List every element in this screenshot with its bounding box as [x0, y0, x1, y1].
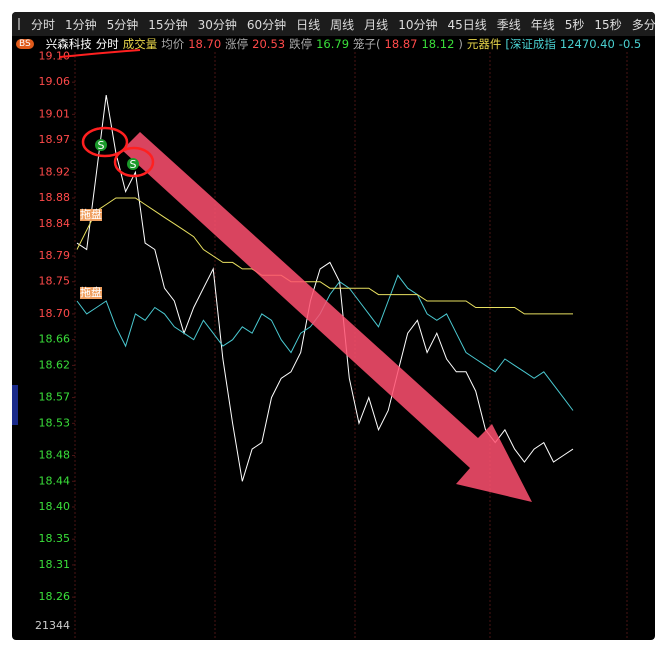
toolbar: 分时 1分钟 5分钟 15分钟 30分钟 60分钟 日线 周线 月线 10分钟 45日线 季线 年线 5秒… — [12, 12, 655, 36]
y-tick-label: 18.26 — [39, 590, 71, 603]
tab[interactable]: 5秒 — [564, 17, 585, 32]
tab[interactable]: 周线 — [330, 17, 355, 32]
panel-toggle[interactable] — [18, 18, 20, 30]
y-tick-label: 18.84 — [39, 217, 71, 230]
tab[interactable]: 5分钟 — [106, 17, 139, 32]
tab[interactable]: 日线 — [296, 17, 321, 32]
price-line — [76, 274, 574, 411]
info-item: 成交量 — [122, 37, 158, 51]
y-tick-label: 18.92 — [39, 165, 71, 178]
y-tick-label: 18.75 — [39, 275, 71, 288]
tab[interactable]: 15分钟 — [148, 17, 188, 32]
bs-badge[interactable]: BS — [16, 39, 34, 49]
sell-marker — [95, 139, 107, 151]
tag-label: 拖盘 — [80, 285, 102, 299]
tab[interactable]: 30分钟 — [197, 17, 237, 32]
y-tick-label: 18.40 — [39, 500, 71, 513]
y-tick-label: 18.97 — [39, 133, 71, 146]
info-item: -0.5 — [618, 37, 642, 51]
info-item: 分时 — [95, 37, 119, 51]
tag-label: 拖盘 — [80, 207, 102, 221]
y-tick-label: 18.35 — [39, 532, 71, 545]
y-tick-label: 18.66 — [39, 333, 71, 346]
info-item: 18.70 — [188, 37, 222, 51]
y-tick-label: 18.79 — [39, 249, 71, 262]
sell-marker-label: S — [130, 158, 137, 171]
tab[interactable]: 10分钟 — [398, 17, 438, 32]
y-tick-label: 18.88 — [39, 191, 71, 204]
y-tick-label: 18.53 — [39, 416, 71, 429]
volume-tick-label: 21344 — [35, 619, 70, 632]
sell-marker — [127, 158, 139, 170]
y-tick-label: 18.70 — [39, 307, 71, 320]
info-item: 笼子( — [353, 37, 381, 51]
tab[interactable]: 60分钟 — [246, 17, 287, 32]
tab[interactable]: 多分时 — [631, 17, 655, 32]
y-tick-label: 18.48 — [39, 449, 71, 462]
info-item: 兴森科技 — [45, 37, 92, 51]
red-circle — [81, 126, 129, 158]
info-item: 16.79 — [316, 37, 350, 51]
app-window: 分时 1分钟 5分钟 15分钟 30分钟 60分钟 日线 周线 月线 10分钟 45日线 季线 年线 5秒… — [12, 12, 655, 640]
info-bar: BS 兴森科技 分时 成交量 均价 18.70 涨停 20.53 跌停 16.79 笼子(18.8… — [12, 36, 655, 52]
red-arrow — [122, 132, 532, 502]
side-marker — [12, 385, 18, 425]
info-item: [深证成指 — [505, 37, 556, 51]
info-item: 元器件 — [466, 37, 502, 51]
tab[interactable]: 月线 — [364, 17, 389, 32]
y-tick-label: 19.01 — [39, 107, 71, 120]
info-item: 涨停 — [225, 37, 249, 51]
y-tick-label: 18.62 — [39, 358, 71, 371]
info-item: 跌停 — [289, 37, 313, 51]
y-tick-label: 18.31 — [39, 558, 71, 571]
y-tick-label: 18.57 — [39, 391, 71, 404]
info-item: 12470.40 — [559, 37, 615, 51]
info-item: ) — [458, 37, 463, 51]
y-tick-label: 19.06 — [39, 75, 71, 88]
tab[interactable]: 季线 — [496, 17, 521, 32]
tab[interactable]: 分时 — [31, 17, 56, 32]
tag-box — [80, 287, 102, 299]
y-tick-label: 18.44 — [39, 474, 71, 487]
info-item: 18.87 — [384, 37, 418, 51]
price-line — [76, 197, 573, 315]
info-item: 均价 — [161, 37, 185, 51]
tag-box — [80, 209, 102, 221]
red-circle — [113, 146, 155, 178]
tab[interactable]: 15秒 — [594, 17, 622, 32]
handwritten-underline — [59, 49, 141, 58]
y-tick-label: 19.10 — [39, 49, 71, 62]
info-item: 18.12 — [421, 37, 455, 51]
tab[interactable]: 1分钟 — [65, 17, 97, 32]
sell-marker-label: S — [98, 139, 105, 152]
tab[interactable]: 年线 — [530, 17, 555, 32]
info-item: 20.53 — [252, 37, 286, 51]
tab[interactable]: 45日线 — [447, 17, 487, 32]
